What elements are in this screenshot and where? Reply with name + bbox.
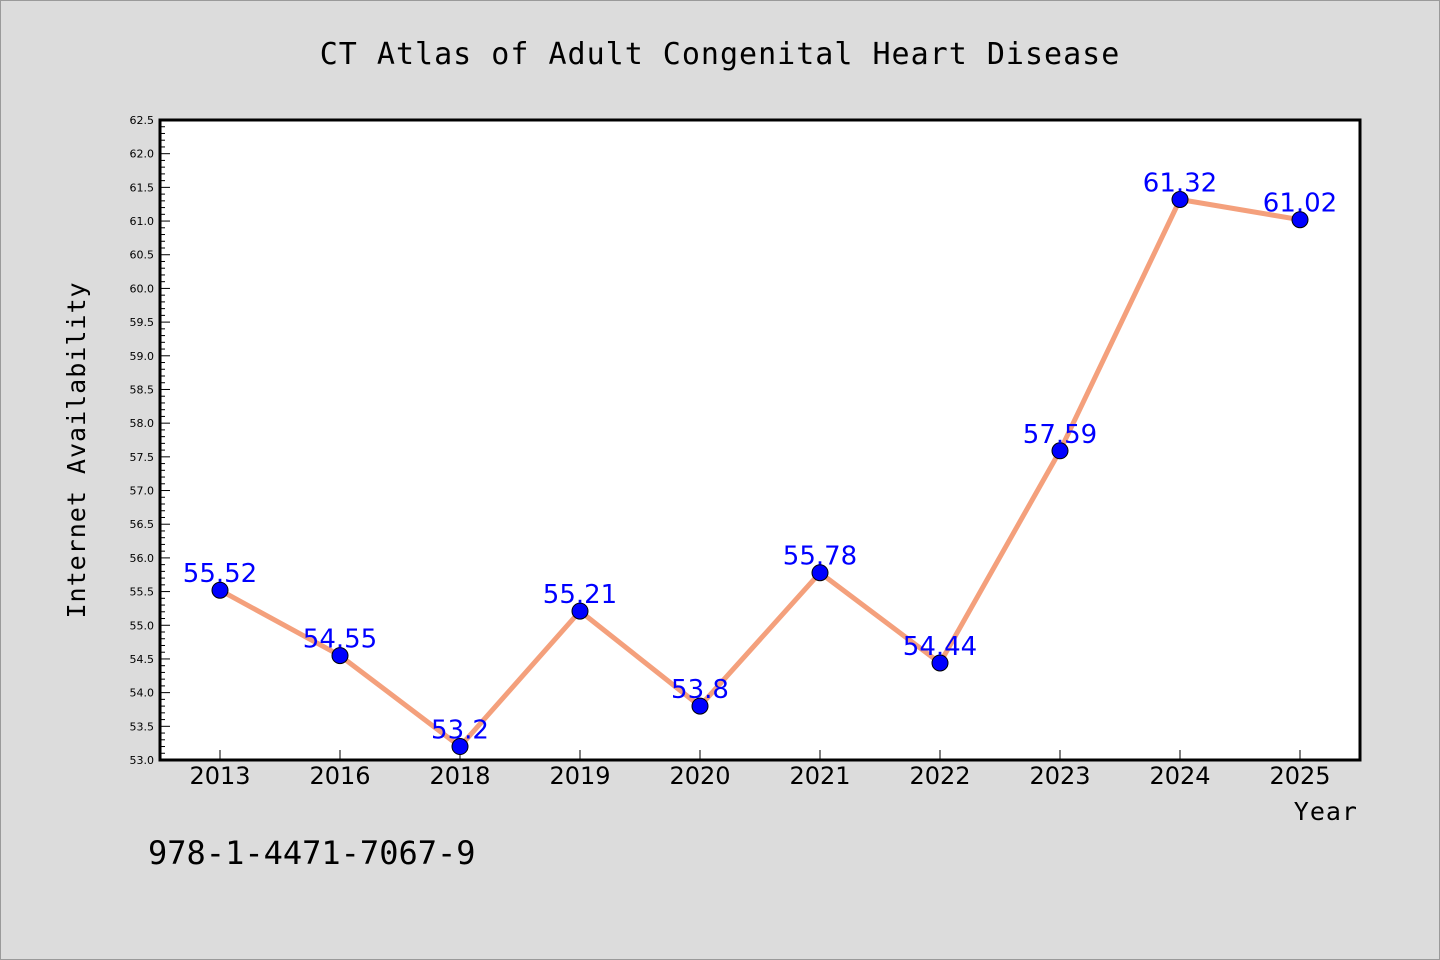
y-tick-label: 58.5 [130,383,155,396]
isbn-text: 978-1-4471-7067-9 [148,834,476,872]
x-tick-label: 2016 [309,762,370,790]
y-tick-label: 62.5 [130,114,155,127]
data-point-marker [1051,442,1069,460]
y-tick-label: 59.0 [130,350,155,363]
series-line-group [217,196,1303,750]
x-tick-label: 2021 [789,762,850,790]
data-point-marker [571,602,589,620]
x-tick-label: 2019 [549,762,610,790]
y-axis-label: Internet Availability [62,281,91,618]
y-tick-label: 53.0 [130,754,155,767]
data-label: 53.8 [671,675,729,705]
data-point-marker [211,581,229,599]
y-tick-label: 62.0 [130,148,155,161]
data-label: 53.2 [431,716,489,746]
y-tick-label: 54.0 [130,687,155,700]
y-tick-label: 61.0 [130,215,155,228]
y-axis-ticks: 53.0 53.5 54.0 54.5 55.0 55.5 56.0 56.5 57.0 57.5… [130,114,170,767]
y-tick-label: 54.5 [130,653,155,666]
y-tick-label: 59.5 [130,316,155,329]
data-labels: 55.52 54.55 53.2 55.21 53.8 55.78 54.44 57.59 61… [183,168,1337,745]
data-label: 55.52 [183,559,257,589]
y-tick-label: 55.0 [130,619,155,632]
y-tick-label: 60.0 [130,282,155,295]
data-label: 54.44 [903,632,977,662]
x-axis-label: Year [1294,797,1358,826]
y-tick-label: 56.0 [130,552,155,565]
x-tick-label: 2023 [1029,762,1090,790]
data-point-marker [1171,190,1189,208]
y-tick-label: 57.0 [130,485,155,498]
data-label: 61.32 [1143,168,1217,198]
data-point-marker [691,697,709,715]
y-tick-label: 53.5 [130,720,155,733]
data-point-marker [811,564,829,582]
chart-title: CT Atlas of Adult Congenital Heart Disea… [320,37,1121,72]
data-point-marker [1291,211,1309,229]
x-tick-label: 2025 [1269,762,1330,790]
data-markers [211,190,1309,756]
x-tick-label: 2018 [429,762,490,790]
data-point-marker [451,738,469,756]
y-tick-label: 60.5 [130,249,155,262]
x-tick-label: 2022 [909,762,970,790]
data-label: 55.21 [543,580,617,610]
y-tick-label: 56.5 [130,518,155,531]
y-tick-label: 61.5 [130,181,155,194]
x-tick-label: 2020 [669,762,730,790]
data-label: 57.59 [1023,420,1097,450]
y-tick-label: 57.5 [130,451,155,464]
y-tick-label: 58.0 [130,417,155,430]
data-point-marker [331,647,349,665]
data-point-marker [931,654,949,672]
data-label: 55.78 [783,542,857,572]
data-label: 61.02 [1263,189,1337,219]
x-tick-label: 2024 [1149,762,1210,790]
series-line [217,196,1303,750]
x-axis-ticks: 2013 2016 2018 2019 2020 2021 2022 2023 2024 2025 [189,750,1331,790]
x-tick-label: 2013 [189,762,250,790]
y-tick-label: 55.5 [130,586,155,599]
data-label: 54.55 [303,625,377,655]
plot-area [158,118,1362,762]
